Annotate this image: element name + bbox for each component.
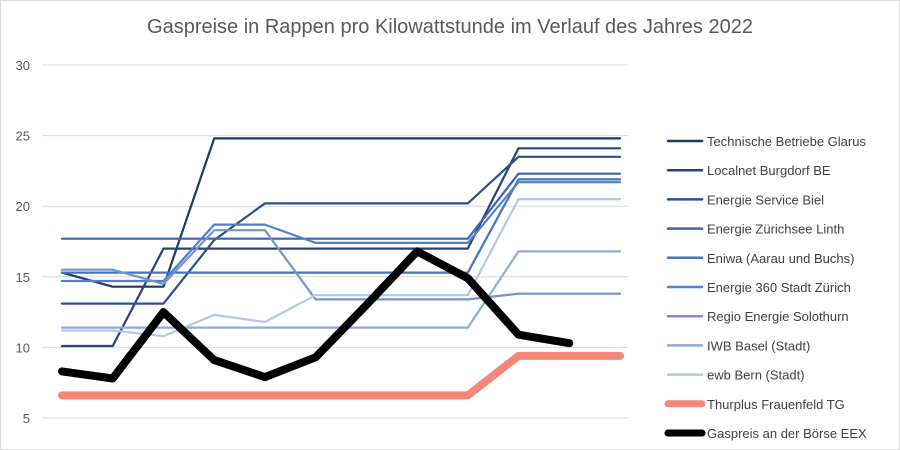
legend-item: IWB Basel (Stadt) — [666, 338, 810, 353]
legend-label: Energie Zürichsee Linth — [707, 222, 844, 237]
legend-label: IWB Basel (Stadt) — [707, 338, 810, 353]
y-tick-label: 20 — [16, 199, 30, 214]
legend-item: Energie Service Biel — [666, 192, 824, 207]
legend-label: Regio Energie Solothurn — [707, 309, 849, 324]
series-line-5 — [60, 181, 622, 283]
legend-item: Eniwa (Aarau und Buchs) — [666, 251, 854, 266]
legend-item: Gaspreis an der Börse EEX — [664, 426, 867, 441]
series-line-0 — [60, 137, 622, 288]
legend-item: Technische Betriebe Glarus — [666, 134, 866, 149]
y-tick-label: 15 — [16, 270, 30, 285]
chart-title: Gaspreise in Rappen pro Kilowattstunde i… — [147, 16, 753, 38]
legend-label: Localnet Burgdorf BE — [707, 163, 831, 178]
y-tick-label: 5 — [23, 411, 30, 426]
legend-label: Eniwa (Aarau und Buchs) — [707, 251, 854, 266]
legend-label: Energie Service Biel — [707, 192, 824, 207]
gridlines — [42, 64, 628, 419]
legend: Technische Betriebe Glarus Localnet Burgd… — [664, 134, 867, 441]
y-axis-ticks: 5 10 15 20 25 30 — [16, 58, 30, 426]
legend-item: Energie 360 Stadt Zürich — [666, 280, 851, 295]
series-line-9 — [58, 351, 624, 400]
series-line-6 — [60, 229, 622, 301]
series-line-4 — [60, 178, 622, 274]
series-lines — [58, 137, 624, 400]
series-line-7 — [60, 250, 622, 329]
series-line-10 — [58, 247, 574, 383]
legend-label: Technische Betriebe Glarus — [707, 134, 866, 149]
legend-label: Thurplus Frauenfeld TG — [707, 397, 845, 412]
series-line-2 — [60, 155, 622, 305]
y-tick-label: 30 — [16, 58, 30, 73]
legend-item: Thurplus Frauenfeld TG — [664, 397, 845, 412]
legend-label: ewb Bern (Stadt) — [707, 368, 805, 383]
legend-label: Gaspreis an der Börse EEX — [707, 426, 867, 441]
series-line-1 — [60, 147, 622, 348]
series-line-8 — [60, 198, 622, 338]
y-tick-label: 10 — [16, 340, 30, 355]
series-line-3 — [60, 172, 622, 240]
legend-item: Regio Energie Solothurn — [666, 309, 849, 324]
legend-item: Localnet Burgdorf BE — [666, 163, 831, 178]
y-tick-label: 25 — [16, 129, 30, 144]
legend-item: ewb Bern (Stadt) — [666, 368, 805, 383]
legend-item: Energie Zürichsee Linth — [666, 222, 844, 237]
legend-label: Energie 360 Stadt Zürich — [707, 280, 851, 295]
